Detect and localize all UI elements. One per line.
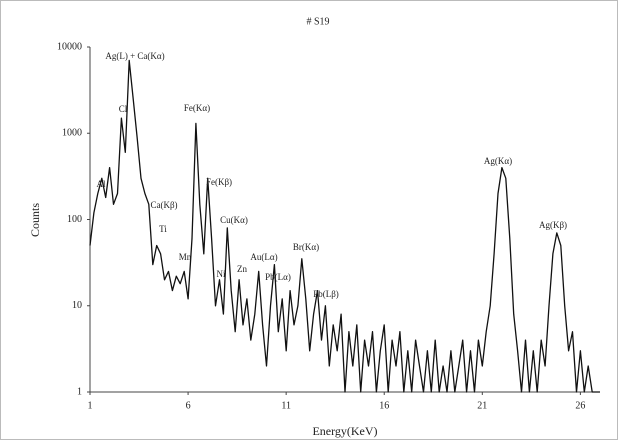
x-tick-label: 16 (379, 400, 389, 411)
x-tick-label: 6 (186, 400, 191, 411)
peak-annotation: Fe(Kα) (184, 103, 210, 113)
peak-annotation: Ni (217, 269, 226, 279)
peak-annotation: Mn (179, 252, 192, 262)
peak-annotation: Ag(Kβ) (539, 220, 567, 230)
peak-annotation: Zn (237, 264, 247, 274)
y-tick-label: 100 (67, 214, 82, 225)
y-tick-label: 1 (77, 386, 82, 397)
x-tick-label: 21 (477, 400, 487, 411)
y-tick-label: 10 (72, 300, 82, 311)
y-tick-label: 10000 (57, 41, 82, 52)
y-tick-label: 1000 (62, 128, 82, 139)
x-tick-label: 11 (281, 400, 291, 411)
peak-annotation: Pb(Lβ) (313, 289, 339, 299)
peak-annotation: Fe(Kβ) (206, 177, 232, 187)
peak-annotation: Br(Kα) (293, 242, 319, 252)
peak-annotation: Ag(Kα) (484, 156, 512, 166)
y-axis-label: Counts (28, 203, 42, 237)
x-tick-label: 26 (575, 400, 585, 411)
peak-annotation: Au(Lα) (250, 252, 277, 262)
peak-annotation: Cu(Kα) (220, 215, 248, 225)
peak-annotation: Ca(Kβ) (150, 200, 177, 210)
x-tick-label: 1 (88, 400, 93, 411)
peak-annotation: Ti (159, 224, 167, 234)
peak-annotation: Al (97, 179, 106, 189)
x-axis-label: Energy(KeV) (312, 424, 377, 438)
peak-annotation: Cl (119, 104, 128, 114)
peak-annotation: Ag(L) + Ca(Kα) (105, 51, 164, 61)
spectrum-line (89, 59, 600, 393)
peak-annotation: Pb(Lα) (265, 272, 291, 282)
chart-title: # S19 (306, 16, 329, 27)
